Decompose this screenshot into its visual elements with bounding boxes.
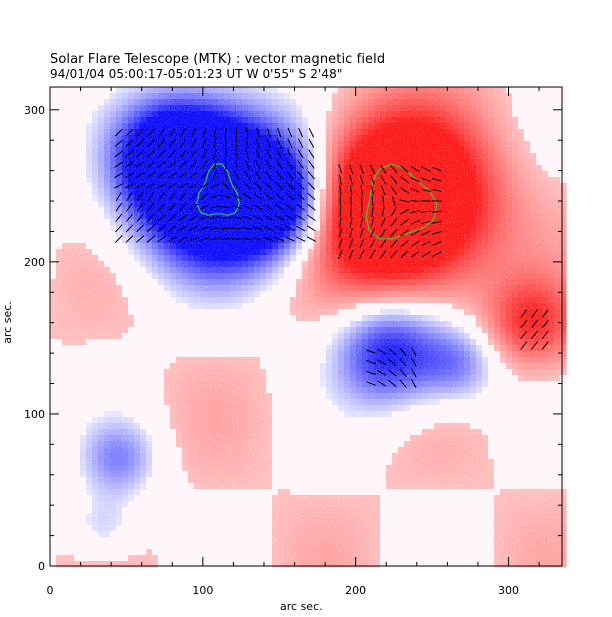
y-tick-label: 100 bbox=[24, 408, 45, 421]
x-tick-label: 300 bbox=[498, 584, 519, 597]
speckle-texture bbox=[50, 87, 562, 566]
x-tick-label: 100 bbox=[192, 584, 213, 597]
y-tick-label: 0 bbox=[38, 560, 45, 573]
field-vectors bbox=[114, 127, 549, 389]
y-tick-label: 300 bbox=[24, 104, 45, 117]
field-contour-negative bbox=[196, 163, 241, 216]
plot-frame bbox=[49, 86, 563, 567]
x-tick-label: 200 bbox=[345, 584, 366, 597]
y-axis-label: arc sec. bbox=[0, 301, 14, 344]
field-contour-positive bbox=[365, 163, 438, 240]
x-tick-label: 0 bbox=[47, 584, 54, 597]
y-tick-label: 200 bbox=[24, 256, 45, 269]
chart-title: Solar Flare Telescope (MTK) : vector mag… bbox=[50, 52, 386, 67]
chart-subtitle: 94/01/04 05:00:17-05:01:23 UT W 0'55" S … bbox=[50, 67, 343, 81]
x-axis-label: arc sec. bbox=[280, 600, 323, 613]
